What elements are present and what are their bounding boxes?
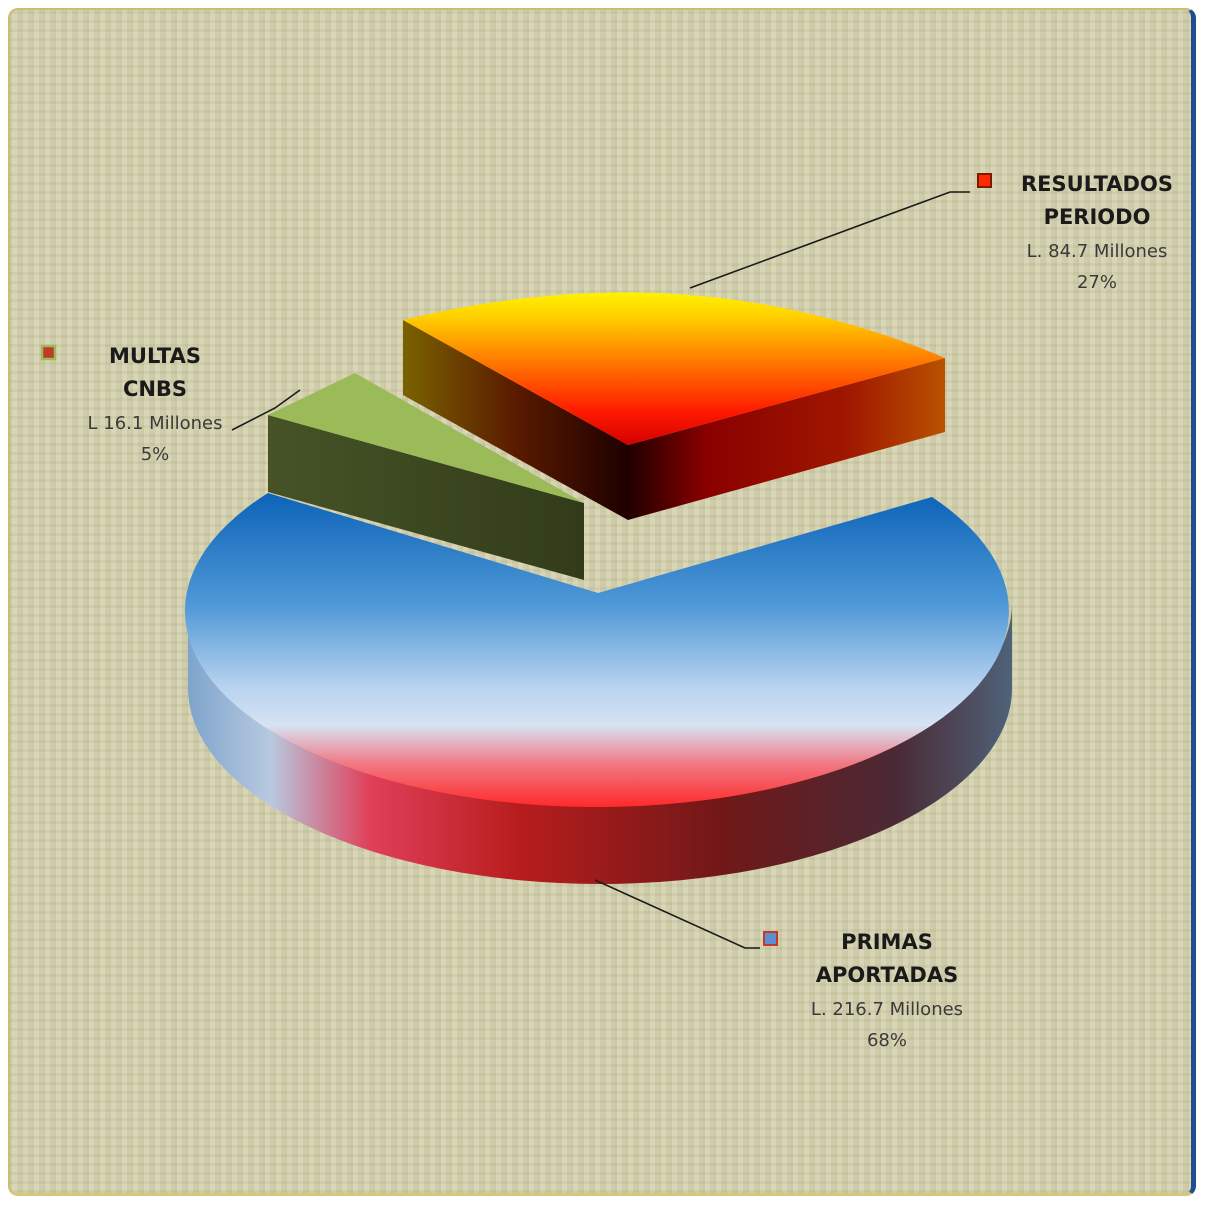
label-primas-amount: L. 216.7 Millones	[811, 999, 963, 1020]
slice-primas-top	[184, 493, 1009, 808]
slice-multas-cnbs	[268, 373, 584, 580]
legend-marker-multas	[40, 344, 57, 361]
label-multas-percent: 5%	[141, 444, 170, 465]
slice-resultados-top	[403, 292, 945, 445]
slice-multas-top	[268, 373, 584, 503]
label-primas-line1: PRIMAS	[841, 930, 933, 954]
label-resultados-periodo: RESULTADOS PERIODO L. 84.7 Millones 27%	[977, 172, 1173, 293]
slice-multas-side	[268, 415, 584, 580]
label-multas-cnbs: MULTAS CNBS L 16.1 Millones 5%	[40, 344, 223, 465]
label-resultados-percent: 27%	[1077, 272, 1117, 293]
label-primas-line2: APORTADAS	[816, 963, 958, 987]
label-resultados-line1: RESULTADOS	[1021, 172, 1173, 196]
slice-resultados-periodo	[403, 292, 945, 520]
label-resultados-line2: PERIODO	[1044, 205, 1151, 229]
slice-primas-aportadas	[184, 493, 1012, 884]
legend-marker-primas	[763, 931, 778, 946]
label-resultados-amount: L. 84.7 Millones	[1027, 241, 1168, 262]
legend-marker-resultados	[977, 173, 992, 188]
slice-resultados-side-right	[628, 358, 945, 520]
leader-line-multas	[231, 389, 301, 431]
label-multas-line1: MULTAS	[109, 344, 201, 368]
label-multas-amount: L 16.1 Millones	[88, 413, 223, 434]
leader-line-primas	[594, 879, 760, 949]
slice-primas-side	[188, 603, 1012, 884]
label-primas-percent: 68%	[867, 1030, 907, 1051]
leader-line-resultados	[689, 191, 970, 289]
label-multas-line2: CNBS	[123, 377, 187, 401]
slice-resultados-side-left	[403, 320, 628, 520]
label-primas-aportadas: PRIMAS APORTADAS L. 216.7 Millones 68%	[763, 930, 963, 1051]
